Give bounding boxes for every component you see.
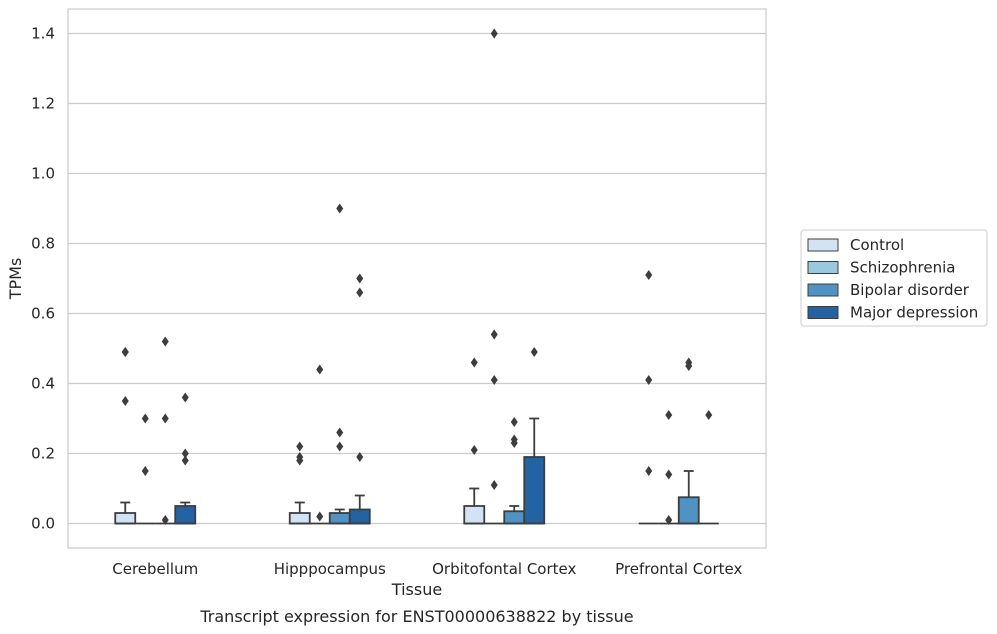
outlier-point (665, 515, 673, 525)
legend-item: Control (807, 236, 904, 254)
box-body (114, 512, 137, 525)
box-body (288, 512, 311, 525)
box-0-0 (114, 501, 137, 525)
y-tick-label: 1.4 (31, 25, 55, 43)
chart-caption: Transcript expression for ENST0000063882… (199, 607, 633, 626)
x-tick-label: Prefrontal Cortex (615, 560, 742, 578)
x-tick-label: Orbitofontal Cortex (432, 560, 576, 578)
outlier-point (470, 357, 478, 368)
outlier-point (141, 466, 149, 476)
outlier-point (316, 511, 324, 522)
outlier-point (356, 452, 364, 462)
box-body (503, 510, 526, 525)
box-body (463, 505, 486, 525)
outlier-point (470, 445, 478, 455)
outlier-points (121, 28, 713, 525)
y-tick-labels: 0.0 0.2 0.4 0.6 0.8 1.0 1.2 1.4 (31, 25, 55, 533)
outlier-point (490, 28, 498, 39)
y-tick-label: 0.8 (31, 235, 55, 253)
legend-label: Schizophrenia (850, 259, 955, 277)
outlier-point (665, 410, 673, 420)
outlier-point (161, 515, 169, 525)
legend-frame (800, 229, 988, 327)
outlier-point (645, 466, 653, 476)
outlier-point (490, 329, 498, 340)
box-series (114, 417, 719, 525)
plot-frame (67, 8, 767, 549)
box-3-2 (677, 470, 700, 525)
outlier-point (316, 364, 324, 375)
y-axis-title: TPMs (6, 258, 25, 301)
legend-item: Schizophrenia (807, 259, 955, 277)
legend: Control Schizophrenia Bipolar disorder Majo… (800, 229, 988, 327)
x-tick-label: Hipppocampus (274, 560, 386, 578)
outlier-point (645, 270, 653, 280)
outlier-point (356, 287, 364, 298)
outlier-point (121, 396, 129, 406)
x-axis-title: Tissue (391, 580, 442, 599)
outlier-point (181, 455, 189, 466)
box-1-3 (348, 494, 371, 525)
box-body (523, 456, 546, 525)
gridlines (68, 32, 766, 525)
legend-swatch (807, 261, 839, 274)
legend-label: Major depression (850, 304, 978, 322)
y-tick-label: 0.4 (31, 375, 55, 393)
outlier-point (490, 480, 498, 490)
box-2-0 (463, 487, 486, 525)
outlier-point (490, 375, 498, 385)
outlier-point (356, 273, 364, 284)
y-tick-label: 1.2 (31, 95, 55, 113)
box-2-3 (523, 417, 546, 525)
outlier-point (121, 347, 129, 357)
legend-swatch (807, 306, 839, 319)
outlier-point (141, 413, 149, 424)
outlier-point (336, 427, 344, 438)
outlier-point (510, 438, 518, 448)
outlier-point (645, 375, 653, 385)
legend-swatch (807, 283, 839, 297)
outlier-point (161, 336, 169, 347)
y-tick-label: 0.2 (31, 445, 55, 463)
box-body (348, 508, 371, 525)
y-tick-label: 1.0 (31, 165, 55, 183)
legend-label: Bipolar disorder (850, 281, 970, 299)
box-1-0 (288, 501, 311, 525)
outlier-point (296, 455, 304, 466)
outlier-point (336, 441, 344, 452)
outlier-point (510, 417, 518, 427)
box-0-3 (174, 501, 197, 525)
outlier-point (181, 392, 189, 403)
box-body (677, 496, 700, 525)
y-tick-label: 0.0 (31, 515, 55, 533)
legend-swatch (807, 238, 839, 252)
y-tick-label: 0.6 (31, 305, 55, 323)
outlier-point (336, 203, 344, 214)
x-tick-labels: Cerebellum Hipppocampus Orbitofontal Corte… (112, 560, 742, 578)
legend-item: Major depression (807, 304, 978, 322)
outlier-point (705, 410, 713, 420)
box-1-2 (328, 508, 351, 525)
outlier-point (685, 361, 693, 371)
legend-label: Control (850, 236, 904, 254)
x-tick-label: Cerebellum (112, 560, 198, 578)
outlier-point (530, 347, 538, 357)
box-body (174, 505, 197, 525)
outlier-point (296, 441, 304, 452)
outlier-point (181, 448, 189, 459)
box-2-2 (503, 505, 526, 525)
legend-item: Bipolar disorder (807, 281, 970, 299)
outlier-point (161, 413, 169, 424)
box-body (328, 512, 351, 525)
outlier-point (665, 469, 673, 480)
